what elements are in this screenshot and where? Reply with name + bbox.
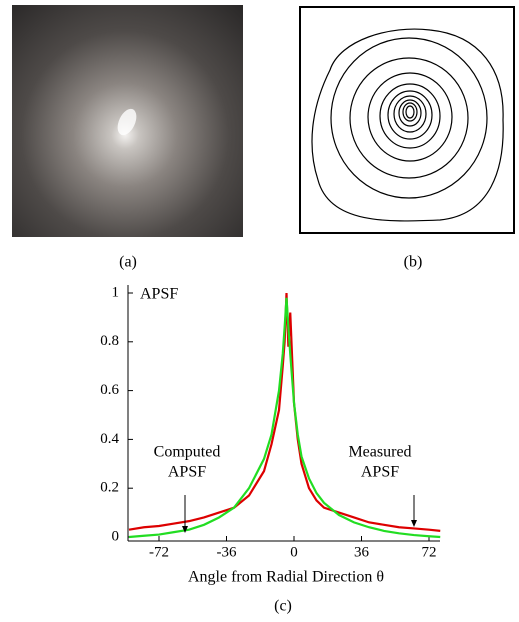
x-tick-label: -36 bbox=[217, 544, 237, 560]
y-tick-label: 1 bbox=[112, 284, 120, 300]
annotation: APSF bbox=[168, 464, 206, 481]
photo-highlight bbox=[117, 108, 137, 136]
y-axis-label: APSF bbox=[140, 286, 178, 303]
contours bbox=[311, 28, 504, 222]
series-line bbox=[128, 292, 441, 532]
panel-label: (b) bbox=[404, 254, 423, 271]
x-tick-label: 36 bbox=[354, 544, 370, 560]
y-tick-label: 0.2 bbox=[100, 480, 119, 496]
x-tick-label: -72 bbox=[149, 544, 169, 560]
panel-label: (c) bbox=[274, 598, 292, 615]
annotation: Computed bbox=[154, 444, 221, 461]
y-tick-label: 0 bbox=[112, 528, 120, 544]
panel-label: (a) bbox=[119, 254, 137, 271]
y-tick-label: 0.8 bbox=[100, 333, 119, 349]
annotation: Measured bbox=[348, 444, 411, 461]
annotation-arrowhead bbox=[182, 526, 188, 533]
x-tick-label: 0 bbox=[290, 544, 298, 560]
x-tick-label: 72 bbox=[422, 544, 437, 560]
annotation-arrowhead bbox=[411, 520, 417, 527]
y-tick-label: 0.6 bbox=[100, 382, 119, 398]
annotation: APSF bbox=[361, 464, 399, 481]
y-tick-label: 0.4 bbox=[100, 431, 119, 447]
x-axis-label: Angle from Radial Direction θ bbox=[188, 569, 384, 586]
series-line bbox=[128, 297, 441, 539]
